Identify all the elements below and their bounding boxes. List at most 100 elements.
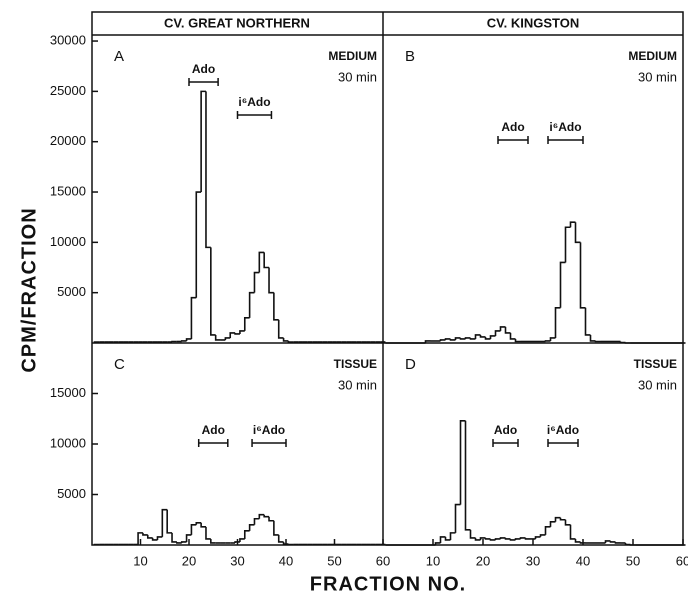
x-tick-label: 50 xyxy=(626,553,640,568)
histogram-step xyxy=(424,340,431,343)
x-tick-label: 10 xyxy=(133,553,147,568)
histogram-step xyxy=(439,536,446,543)
fraction-bracket xyxy=(197,439,229,447)
x-tick-label: 20 xyxy=(182,553,196,568)
histogram-step xyxy=(277,319,284,339)
x-tick-label: 20 xyxy=(476,553,490,568)
histogram-step xyxy=(614,541,621,544)
histogram-step xyxy=(479,334,486,338)
histogram-step xyxy=(564,519,571,526)
histogram-step xyxy=(469,529,476,539)
panel-time: 30 min xyxy=(638,377,677,392)
histogram-step xyxy=(243,317,250,331)
histogram-step xyxy=(253,271,260,293)
panel-time: 30 min xyxy=(338,377,377,392)
y-tick-label: 10000 xyxy=(50,435,86,450)
panel-condition: TISSUE xyxy=(634,357,677,371)
histogram-step xyxy=(142,532,148,536)
histogram-step xyxy=(171,532,177,543)
bracket-label: i⁶Ado xyxy=(253,423,285,437)
histogram-step xyxy=(248,524,255,531)
histogram-step xyxy=(268,516,274,522)
histogram-step xyxy=(454,337,461,340)
y-axis-label: CPM/FRACTION xyxy=(18,207,40,372)
x-tick-label: 10 xyxy=(426,553,440,568)
histogram-step xyxy=(544,526,551,535)
histogram-step xyxy=(554,516,561,522)
x-tick-label: 60 xyxy=(676,553,688,568)
histogram-step xyxy=(93,341,100,343)
histogram-step xyxy=(474,537,481,541)
histogram-step xyxy=(524,537,531,540)
histogram-step xyxy=(185,338,192,341)
panel-time: 30 min xyxy=(638,69,677,84)
histogram-step xyxy=(544,340,551,342)
histogram-step xyxy=(534,536,541,539)
histogram-step xyxy=(579,242,586,309)
y-tick-label: 15000 xyxy=(50,183,86,198)
bracket-label: i⁶Ado xyxy=(547,423,579,437)
y-tick-label: 10000 xyxy=(50,234,86,249)
bracket-label: Ado xyxy=(202,423,225,437)
x-tick-label: 30 xyxy=(230,553,244,568)
histogram-step xyxy=(489,538,496,541)
histogram-step xyxy=(176,541,182,544)
histogram-step xyxy=(579,541,586,544)
histogram-step xyxy=(273,520,279,536)
panel-letter: D xyxy=(405,356,416,373)
histogram-step xyxy=(509,332,516,340)
histogram-step xyxy=(273,292,279,321)
histogram-step xyxy=(464,420,471,531)
histogram-step xyxy=(439,339,446,341)
histogram-step xyxy=(180,340,187,342)
fraction-bracket xyxy=(188,78,219,86)
histogram-step xyxy=(499,537,506,539)
histogram-step xyxy=(282,541,289,545)
x-tick-label: 50 xyxy=(327,553,341,568)
histogram-step xyxy=(504,326,511,334)
fraction-bracket xyxy=(236,111,273,119)
histogram-step xyxy=(564,226,571,263)
histogram-step xyxy=(190,524,197,535)
histogram-step xyxy=(234,541,240,543)
fraction-bracket xyxy=(251,439,287,447)
panel-letter: A xyxy=(114,48,124,65)
histogram-step xyxy=(464,337,471,339)
histogram-step xyxy=(253,517,260,525)
histogram-step xyxy=(569,524,576,540)
histogram-step xyxy=(200,90,206,193)
histogram-step xyxy=(629,544,636,546)
histogram-step xyxy=(185,534,192,542)
histogram-step xyxy=(569,221,576,228)
histogram-step xyxy=(156,536,163,540)
histogram-step xyxy=(509,538,516,541)
histogram-step xyxy=(161,508,168,537)
x-tick-label: 30 xyxy=(526,553,540,568)
histogram-step xyxy=(624,542,631,546)
histogram-step xyxy=(459,337,466,340)
histogram-step xyxy=(263,252,270,269)
histogram-step xyxy=(454,503,461,533)
histogram-step xyxy=(263,514,270,518)
bracket-label: i⁶Ado xyxy=(238,95,270,109)
histogram-step xyxy=(624,342,631,344)
column-title: CV. GREAT NORTHERN xyxy=(164,15,310,30)
histogram-step xyxy=(519,537,526,539)
y-tick-label: 15000 xyxy=(50,385,86,400)
histogram-step xyxy=(239,538,245,542)
histogram-step xyxy=(205,526,211,540)
y-tick-label: 20000 xyxy=(50,133,86,148)
y-tick-label: 25000 xyxy=(50,83,86,98)
bracket-label: Ado xyxy=(192,62,215,76)
outer-frame xyxy=(91,11,684,546)
histogram-step xyxy=(151,537,158,541)
histogram-step xyxy=(504,537,511,540)
histogram-step xyxy=(584,307,591,336)
histogram-step xyxy=(195,191,202,298)
panel-condition: MEDIUM xyxy=(628,49,677,63)
histogram-step xyxy=(604,540,611,543)
histogram-step xyxy=(594,340,601,343)
histogram-step xyxy=(137,532,143,545)
histogram-step xyxy=(200,522,206,528)
